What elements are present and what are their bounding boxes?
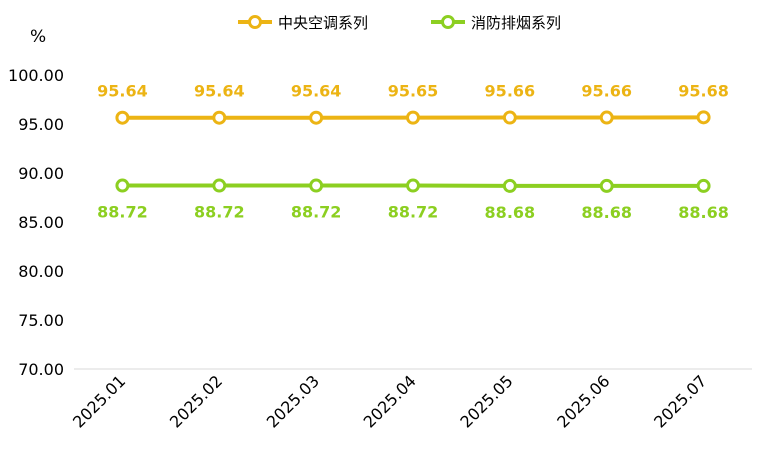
x-tick-label: 2025.01 (69, 371, 129, 431)
legend-item-1[interactable]: 消防排烟系列 (431, 14, 561, 32)
data-point[interactable] (212, 110, 227, 125)
data-label: 88.72 (194, 203, 245, 222)
data-label: 95.68 (678, 81, 729, 100)
data-label: 88.68 (485, 203, 536, 222)
series-0: 95.64 95.64 95.64 95.65 95.66 95.66 95.68 (97, 81, 729, 125)
data-point[interactable] (309, 178, 324, 193)
data-label: 88.72 (388, 203, 439, 222)
data-point[interactable] (599, 110, 614, 125)
x-tick-label: 2025.04 (360, 371, 420, 431)
x-tick-label: 2025.06 (553, 371, 613, 431)
data-point[interactable] (502, 178, 517, 193)
series-layer: 95.64 95.64 95.64 95.65 95.66 95.66 95.68 88.72… (97, 81, 729, 222)
x-tick-label: 2025.05 (456, 371, 516, 431)
data-label: 95.66 (485, 82, 536, 101)
legend-marker-1 (441, 15, 455, 29)
data-label: 95.66 (581, 82, 632, 101)
x-tick-label: 2025.03 (263, 371, 323, 431)
data-point[interactable] (696, 110, 711, 125)
legend-marker-0 (248, 15, 262, 29)
y-tick-label: 80.00 (18, 262, 64, 281)
data-label: 88.68 (678, 203, 729, 222)
data-point[interactable] (115, 110, 130, 125)
series-1: 88.72 88.72 88.72 88.72 88.68 88.68 88.68 (97, 178, 729, 222)
y-tick-label: 90.00 (18, 164, 64, 183)
x-tick-label: 2025.02 (166, 371, 226, 431)
data-point[interactable] (406, 178, 420, 193)
y-axis: 100.00 95.00 90.00 85.00 80.00 75.00 70.00 (8, 66, 64, 379)
legend-label-0: 中央空调系列 (278, 14, 368, 32)
y-tick-label: 70.00 (18, 360, 64, 379)
data-point[interactable] (309, 110, 324, 125)
data-point[interactable] (502, 110, 517, 125)
y-tick-label: 100.00 (8, 66, 64, 85)
data-label: 88.68 (581, 203, 632, 222)
data-point[interactable] (696, 178, 711, 193)
data-label: 95.64 (97, 82, 148, 101)
y-tick-label: 85.00 (18, 213, 64, 232)
data-label: 95.64 (194, 82, 245, 101)
x-axis: 2025.01 2025.02 2025.03 2025.04 2025.05 2025.… (69, 371, 710, 431)
y-unit-label: % (30, 27, 46, 47)
x-tick-label: 2025.07 (650, 371, 710, 431)
data-label: 88.72 (97, 203, 148, 222)
data-point[interactable] (212, 178, 227, 193)
data-label: 88.72 (291, 203, 342, 222)
y-tick-label: 75.00 (18, 311, 64, 330)
data-label: 95.65 (388, 82, 439, 101)
data-label: 95.64 (291, 82, 342, 101)
y-tick-label: 95.00 (18, 115, 64, 134)
data-point[interactable] (406, 110, 420, 125)
data-point[interactable] (599, 178, 614, 193)
legend-item-0[interactable]: 中央空调系列 (238, 14, 368, 32)
legend-label-1: 消防排烟系列 (471, 14, 561, 32)
legend: 中央空调系列 消防排烟系列 (238, 14, 561, 32)
data-point[interactable] (115, 178, 130, 193)
